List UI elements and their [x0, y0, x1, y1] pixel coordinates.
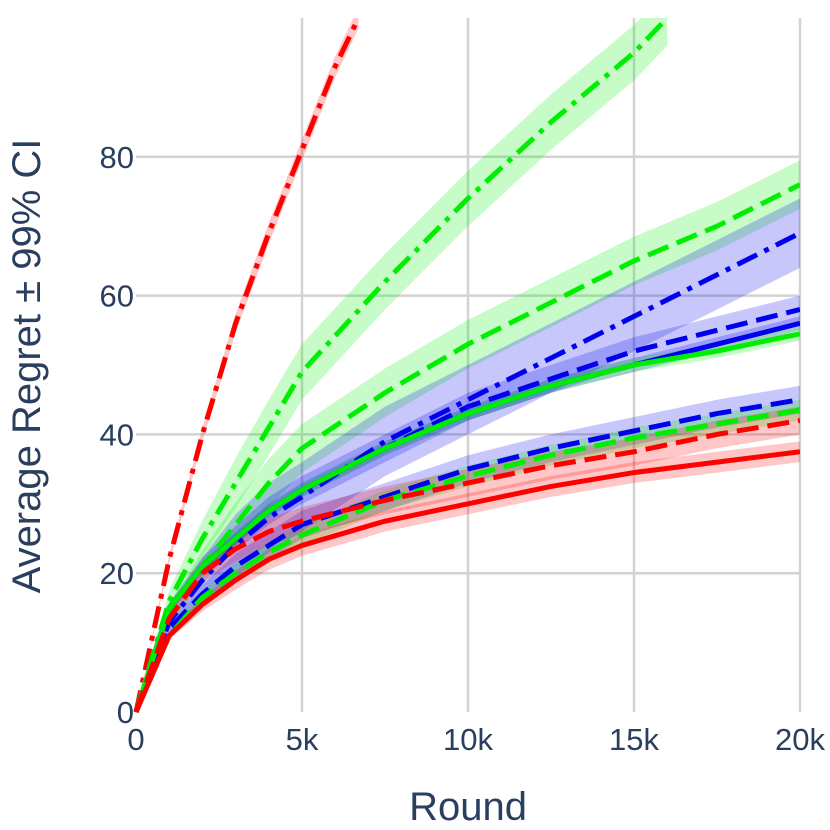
x-tick-label: 15k — [609, 722, 659, 757]
series-line-11 — [133, 449, 800, 713]
series-line-1 — [133, 18, 361, 713]
y-tick-label: 80 — [100, 140, 134, 175]
x-tick-label: 0 — [127, 722, 144, 757]
y-tick-label: 40 — [100, 417, 134, 452]
ci-band-6 — [136, 316, 800, 712]
series-lines — [133, 18, 800, 713]
series-line-5 — [133, 307, 800, 713]
ci-band-9 — [136, 399, 800, 712]
ci-band-4 — [136, 198, 800, 712]
tick-labels: 0 5k 10k 15k 20k 0 20 40 60 80 — [100, 140, 826, 757]
x-tick-label: 5k — [286, 722, 319, 757]
series-line-4 — [133, 230, 800, 713]
ci-band-5 — [136, 295, 800, 712]
x-tick-label: 20k — [775, 722, 825, 757]
ci-band-2 — [136, 18, 668, 712]
y-tick-label: 0 — [117, 695, 134, 730]
series-line-2 — [133, 18, 670, 713]
x-tick-label: 10k — [443, 722, 493, 757]
series-line-8 — [133, 397, 800, 713]
x-axis-title: Round — [409, 785, 527, 829]
ci-band-8 — [136, 385, 800, 712]
y-tick-label: 20 — [100, 556, 134, 591]
ci-band-10 — [136, 406, 800, 712]
series-line-9 — [133, 407, 800, 713]
y-axis-title: Average Regret ± 99% CI — [5, 139, 49, 594]
series-line-10 — [133, 418, 800, 713]
y-tick-label: 60 — [100, 279, 134, 314]
series-line-7 — [133, 331, 800, 713]
ci-band-11 — [136, 441, 800, 712]
